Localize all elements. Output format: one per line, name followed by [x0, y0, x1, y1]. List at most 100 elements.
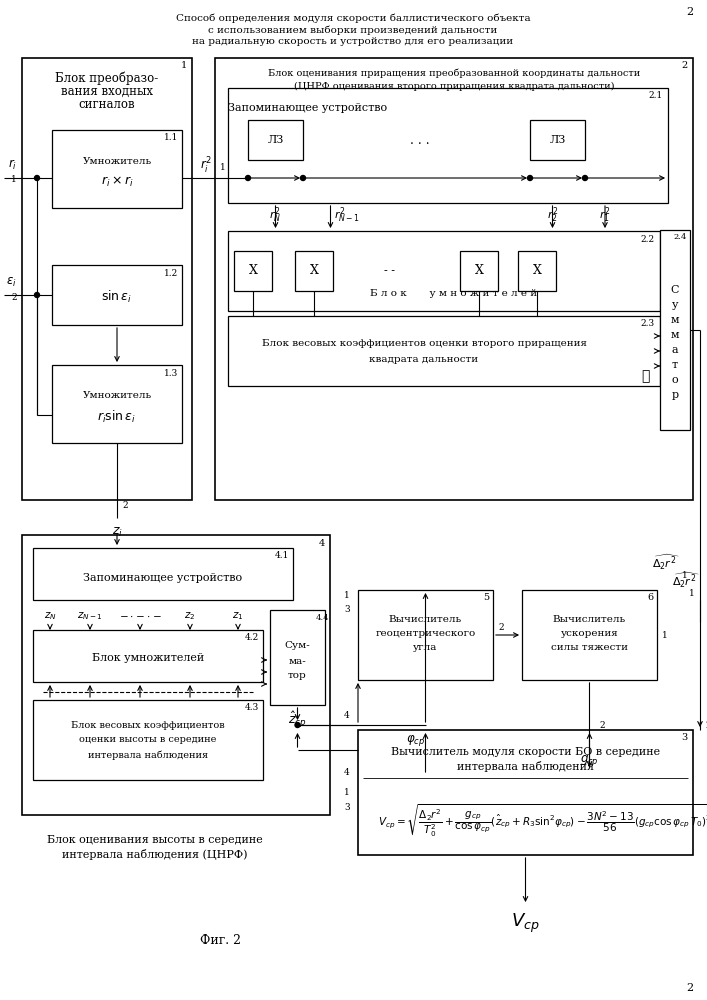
Circle shape: [35, 292, 40, 298]
Text: 2: 2: [122, 500, 128, 510]
Text: ⋮: ⋮: [641, 369, 649, 383]
Text: 2: 2: [682, 60, 688, 70]
Text: угла: угла: [414, 644, 438, 652]
Text: Блок умножителей: Блок умножителей: [92, 653, 204, 663]
Text: $\widehat{\Delta_2 r^2}$: $\widehat{\Delta_2 r^2}$: [652, 552, 680, 572]
Bar: [234, 251, 272, 291]
Text: Способ определения модуля скорости баллистического объекта: Способ определения модуля скорости балли…: [175, 13, 530, 23]
Text: $\varphi_{cp}$: $\varphi_{cp}$: [406, 732, 425, 748]
Circle shape: [300, 176, 305, 180]
Text: интервала наблюдения: интервала наблюдения: [457, 760, 594, 772]
Circle shape: [527, 176, 532, 180]
Text: 1: 1: [662, 631, 667, 640]
Text: на радиальную скорость и устройство для его реализации: на радиальную скорость и устройство для …: [192, 37, 513, 46]
Text: 1: 1: [344, 788, 350, 797]
Text: 1: 1: [689, 588, 695, 597]
Text: 3: 3: [344, 803, 350, 812]
Bar: [52, 365, 182, 443]
Bar: [22, 58, 192, 500]
Text: м: м: [671, 315, 679, 325]
Text: $g_{cp}$: $g_{cp}$: [580, 752, 599, 768]
Bar: [358, 590, 493, 680]
Bar: [52, 265, 182, 325]
Text: вания входных: вания входных: [61, 85, 153, 98]
Text: X: X: [474, 264, 484, 277]
Text: Блок преобразо-: Блок преобразо-: [55, 71, 158, 85]
Text: 4: 4: [319, 538, 325, 548]
Text: 2: 2: [11, 292, 17, 302]
Bar: [530, 120, 585, 160]
Text: 2.3: 2.3: [641, 320, 655, 328]
Bar: [518, 251, 556, 291]
Bar: [33, 548, 293, 600]
Text: $r_2^2$: $r_2^2$: [547, 205, 558, 225]
Text: $\boldsymbol{V_{cp}}$: $\boldsymbol{V_{cp}}$: [511, 911, 540, 935]
Bar: [358, 730, 693, 855]
Text: ЛЗ: ЛЗ: [267, 135, 284, 145]
Text: Б л о к       у м н о ж и т е л е й: Б л о к у м н о ж и т е л е й: [370, 288, 537, 298]
Bar: [228, 316, 660, 386]
Text: 1.3: 1.3: [164, 368, 178, 377]
Bar: [52, 130, 182, 208]
Text: сигналов: сигналов: [78, 98, 135, 110]
Text: Вычислитель модуля скорости БО в середине: Вычислитель модуля скорости БО в середин…: [391, 747, 660, 757]
Bar: [33, 630, 263, 682]
Text: 1: 1: [705, 720, 707, 730]
Text: $z_{N-1}$: $z_{N-1}$: [77, 610, 103, 622]
Bar: [460, 251, 498, 291]
Bar: [22, 535, 330, 815]
Text: $r_{N-1}^2$: $r_{N-1}^2$: [334, 205, 360, 225]
Text: - -: - -: [385, 266, 395, 276]
Text: 5: 5: [483, 593, 489, 602]
Text: С: С: [671, 285, 679, 295]
Text: квадрата дальности: квадрата дальности: [370, 356, 479, 364]
Bar: [295, 251, 333, 291]
Text: Умножитель: Умножитель: [83, 157, 151, 166]
Text: Блок оценивания приращения преобразованной координаты дальности: Блок оценивания приращения преобразованн…: [268, 68, 640, 78]
Text: $r_i$: $r_i$: [8, 158, 17, 172]
Text: с использованием выборки произведений дальности: с использованием выборки произведений да…: [209, 25, 498, 35]
Text: Вычислитель: Вычислитель: [553, 615, 626, 624]
Text: 2: 2: [686, 7, 694, 17]
Text: 1.2: 1.2: [164, 268, 178, 277]
Text: Умножитель: Умножитель: [83, 390, 151, 399]
Text: ма-: ма-: [288, 656, 306, 666]
Text: геоцентрического: геоцентрического: [375, 630, 476, 639]
Text: Запоминающее устройство: Запоминающее устройство: [83, 573, 243, 583]
Bar: [248, 120, 303, 160]
Text: 3: 3: [682, 734, 688, 742]
Text: 2: 2: [498, 622, 503, 632]
Text: 2.1: 2.1: [649, 92, 663, 101]
Text: 4: 4: [344, 710, 350, 720]
Text: $\varepsilon_i$: $\varepsilon_i$: [6, 275, 17, 289]
Text: Блок весовых коэффициентов оценки второго приращения: Блок весовых коэффициентов оценки второг…: [262, 340, 587, 349]
Bar: [228, 88, 668, 203]
Text: тор: тор: [288, 670, 307, 680]
Text: ЛЗ: ЛЗ: [549, 135, 566, 145]
Text: м: м: [671, 330, 679, 340]
Text: $V_{cp}=\sqrt{\dfrac{\Delta_2 r^2}{T_0^2}+\dfrac{g_{cp}}{\cos\varphi_{cp}}(\hat{: $V_{cp}=\sqrt{\dfrac{\Delta_2 r^2}{T_0^2…: [378, 802, 707, 838]
Text: $-\cdot\!-\!\cdot\!-$: $-\cdot\!-\!\cdot\!-$: [119, 611, 161, 620]
Text: X: X: [249, 264, 257, 277]
Text: $r_N^2$: $r_N^2$: [269, 205, 281, 225]
Text: 2.4: 2.4: [674, 233, 687, 241]
Text: 1: 1: [220, 163, 226, 172]
Text: Сум-: Сум-: [285, 642, 310, 650]
Text: $r_1^2$: $r_1^2$: [600, 205, 611, 225]
Text: о: о: [672, 375, 678, 385]
Text: 1: 1: [11, 176, 17, 184]
Circle shape: [295, 722, 300, 728]
Text: 2.2: 2.2: [641, 234, 655, 243]
Text: $\widehat{\Delta_2 r^2}$: $\widehat{\Delta_2 r^2}$: [672, 570, 700, 590]
Text: 4.2: 4.2: [245, 634, 259, 643]
Text: 1.1: 1.1: [163, 133, 178, 142]
Text: 4.4: 4.4: [315, 614, 329, 622]
Text: $z_2$: $z_2$: [185, 610, 196, 622]
Bar: [522, 590, 657, 680]
Text: а: а: [672, 345, 678, 355]
Text: р: р: [672, 390, 679, 400]
Text: 3: 3: [344, 605, 350, 614]
Text: 4.3: 4.3: [245, 704, 259, 712]
Circle shape: [245, 176, 250, 180]
Text: 6: 6: [647, 593, 653, 602]
